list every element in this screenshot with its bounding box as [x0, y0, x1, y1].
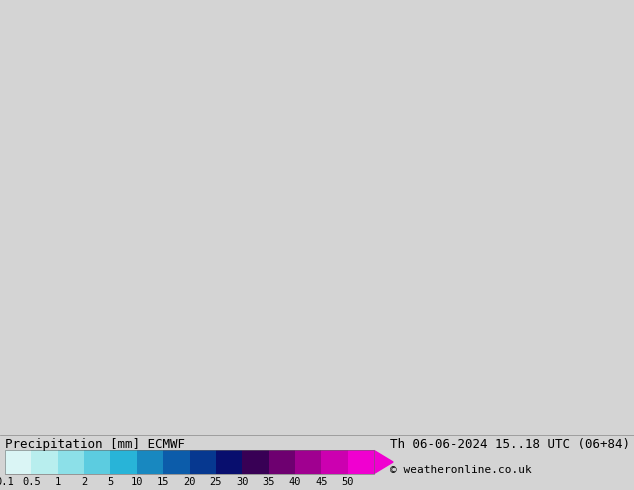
Text: © weatheronline.co.uk: © weatheronline.co.uk: [390, 466, 532, 475]
Bar: [5, 450, 32, 473]
Bar: [58, 450, 84, 473]
Text: 20: 20: [183, 477, 196, 487]
Bar: [295, 450, 321, 473]
Bar: [32, 450, 58, 473]
Bar: [163, 450, 190, 473]
Bar: [269, 450, 295, 473]
Text: 2: 2: [81, 477, 87, 487]
Text: 25: 25: [210, 477, 222, 487]
Text: Th 06-06-2024 15..18 UTC (06+84): Th 06-06-2024 15..18 UTC (06+84): [390, 438, 630, 451]
Text: 50: 50: [342, 477, 354, 487]
Bar: [84, 450, 110, 473]
Bar: [137, 450, 163, 473]
Bar: [347, 450, 374, 473]
Text: 10: 10: [131, 477, 143, 487]
Bar: [321, 450, 347, 473]
Text: 0.5: 0.5: [22, 477, 41, 487]
Bar: [242, 450, 269, 473]
Text: 0.1: 0.1: [0, 477, 15, 487]
Polygon shape: [374, 450, 393, 473]
Text: 45: 45: [315, 477, 328, 487]
Text: 30: 30: [236, 477, 249, 487]
Text: 15: 15: [157, 477, 169, 487]
Text: 35: 35: [262, 477, 275, 487]
Text: 1: 1: [55, 477, 61, 487]
Bar: [5, 450, 374, 473]
Bar: [216, 450, 242, 473]
Text: 5: 5: [107, 477, 113, 487]
Text: Precipitation [mm] ECMWF: Precipitation [mm] ECMWF: [5, 438, 185, 451]
Text: 40: 40: [288, 477, 301, 487]
Bar: [110, 450, 137, 473]
Bar: [190, 450, 216, 473]
